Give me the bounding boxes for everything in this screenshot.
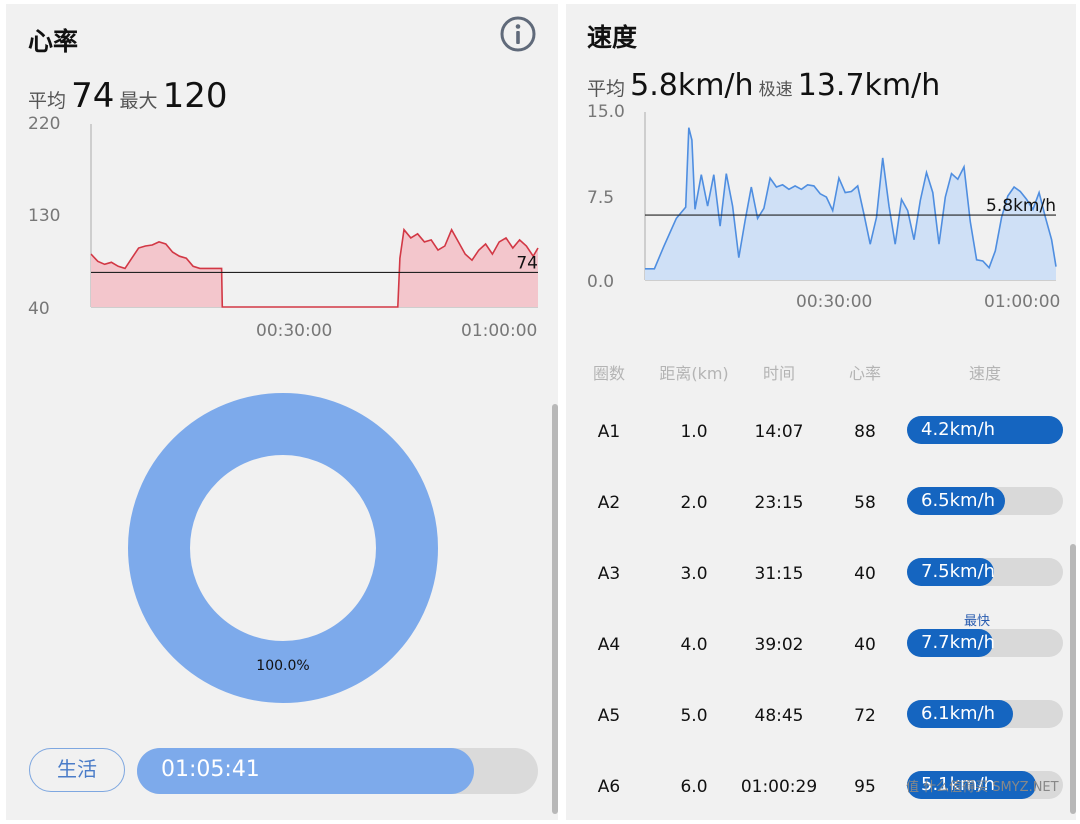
col-header-lap: 圈数 xyxy=(592,364,625,383)
average-label: 5.8km/h xyxy=(986,196,1056,216)
distance-cell: 4.0 xyxy=(680,635,708,655)
time-cell: 14:07 xyxy=(754,422,804,442)
distance-cell: 2.0 xyxy=(680,493,708,513)
speed-bar-label: 7.5km/h xyxy=(921,561,996,582)
watermark: 值 什么值得买 SMYZ.NET xyxy=(906,780,1059,795)
heart-rate-chart: 74 xyxy=(90,124,539,308)
lap-cell: A3 xyxy=(597,564,621,584)
distance-cell: 3.0 xyxy=(680,564,708,584)
lap-cell: A1 xyxy=(597,422,621,442)
heart-rate-cell: 58 xyxy=(854,493,876,513)
hr-ytick: 220 xyxy=(28,114,61,134)
col-header-distance: 距离(km) xyxy=(659,364,729,383)
hr-ytick: 40 xyxy=(28,299,50,319)
hr-ytick: 130 xyxy=(28,206,61,226)
speed-bar-label: 5.1km/h xyxy=(921,774,996,795)
time-cell: 39:02 xyxy=(754,635,804,655)
max-heart-rate: 120 xyxy=(162,76,228,116)
speed-bar-fill xyxy=(907,771,1036,799)
speed-bar-fill xyxy=(907,558,994,586)
left-scrollbar[interactable] xyxy=(552,404,558,814)
distance-cell: 6.0 xyxy=(680,777,708,797)
max-speed-label: 极速 xyxy=(758,80,793,100)
zone-donut-chart: 100.0% xyxy=(128,393,438,703)
table-row[interactable]: A5 5.0 48:45 72 6.1km/h xyxy=(566,698,1076,738)
heart-rate-cell: 40 xyxy=(854,564,876,584)
table-row[interactable]: A3 3.0 31:15 40 7.5km/h xyxy=(566,556,1076,596)
avg-speed-label: 平均 xyxy=(587,78,626,100)
col-header-speed: 速度 xyxy=(968,364,1001,383)
speed-title: 速度 xyxy=(587,23,638,52)
speed-ytick: 0.0 xyxy=(587,272,615,292)
lap-cell: A5 xyxy=(597,706,621,726)
series-area xyxy=(645,127,1056,280)
series-line xyxy=(645,127,1057,270)
speed-bar-fill xyxy=(907,700,1013,728)
avg-speed: 5.8km/h xyxy=(630,68,754,103)
speed-xtick: 01:00:00 xyxy=(984,292,1061,312)
series-line xyxy=(90,227,539,308)
duration-bar-fill xyxy=(137,748,474,794)
speed-bar-fill xyxy=(907,487,1005,515)
speed-bar: 6.1km/h xyxy=(907,700,1063,728)
heart-rate-cell: 72 xyxy=(854,706,876,726)
table-row[interactable]: A2 2.0 23:15 58 6.5km/h xyxy=(566,485,1076,525)
hr-xtick: 01:00:00 xyxy=(461,321,538,341)
heart-rate-panel: 心率 平均 74 最大 120 220 130 40 74 00:30:00 0… xyxy=(6,4,558,820)
speed-bar-label: 4.2km/h xyxy=(921,419,996,440)
speed-bar: 6.5km/h xyxy=(907,487,1063,515)
speed-bar: 7.5km/h xyxy=(907,558,1063,586)
hr-xtick: 00:30:00 xyxy=(256,321,333,341)
lap-cell: A6 xyxy=(597,777,621,797)
table-row[interactable]: A4 4.0 39:02 40 7.7km/h xyxy=(566,627,1076,667)
average-label: 74 xyxy=(516,253,538,273)
distance-cell: 1.0 xyxy=(680,422,708,442)
table-row[interactable]: A6 6.0 01:00:29 95 5.1km/h xyxy=(566,769,1076,809)
speed-xtick: 00:30:00 xyxy=(796,292,873,312)
time-cell: 31:15 xyxy=(754,564,804,584)
donut-percent-label: 100.0% xyxy=(256,658,309,674)
speed-stats: 平均 5.8km/h 极速 13.7km/h xyxy=(587,68,940,103)
distance-cell: 5.0 xyxy=(680,706,708,726)
heart-rate-cell: 88 xyxy=(854,422,876,442)
heart-rate-stats: 平均 74 最大 120 xyxy=(28,76,227,116)
speed-bar-fill xyxy=(907,629,993,657)
heart-rate-cell: 40 xyxy=(854,635,876,655)
heart-rate-cell: 95 xyxy=(854,777,876,797)
speed-ytick: 15.0 xyxy=(587,102,625,122)
donut-ring xyxy=(128,393,438,703)
speed-panel: 速度 平均 5.8km/h 极速 13.7km/h 15.0 7.5 0.0 5… xyxy=(566,4,1076,820)
table-row[interactable]: A1 1.0 14:07 88 4.2km/h xyxy=(566,414,1076,454)
time-cell: 01:00:29 xyxy=(740,777,818,797)
speed-ytick: 7.5 xyxy=(587,188,615,208)
activity-type-button[interactable]: 生活 xyxy=(29,748,125,792)
max-speed: 13.7km/h xyxy=(797,68,941,103)
speed-bar-label: 6.5km/h xyxy=(921,490,996,511)
col-header-time: 时间 xyxy=(762,364,795,383)
speed-bar: 7.7km/h xyxy=(907,629,1063,657)
heart-rate-title: 心率 xyxy=(28,27,79,56)
duration-bar: 01:05:41 xyxy=(137,748,538,794)
speed-bar: 5.1km/h xyxy=(907,771,1063,799)
time-cell: 23:15 xyxy=(754,493,804,513)
duration-value: 01:05:41 xyxy=(161,757,260,782)
avg-heart-rate: 74 xyxy=(71,76,115,116)
time-cell: 48:45 xyxy=(754,706,804,726)
speed-chart: 5.8km/h xyxy=(644,112,1057,281)
speed-bar: 4.2km/h xyxy=(907,416,1063,444)
speed-bar-label: 7.7km/h xyxy=(921,632,996,653)
col-header-heart-rate: 心率 xyxy=(848,364,881,383)
series-area xyxy=(91,229,538,307)
right-scrollbar[interactable] xyxy=(1070,544,1076,814)
avg-label: 平均 xyxy=(28,90,67,112)
speed-bar-label: 6.1km/h xyxy=(921,703,996,724)
lap-cell: A4 xyxy=(597,635,621,655)
info-icon[interactable] xyxy=(500,16,536,52)
max-label: 最大 xyxy=(119,90,158,112)
lap-cell: A2 xyxy=(597,493,621,513)
fastest-label: 最快 xyxy=(964,614,991,629)
speed-bar-fill xyxy=(907,416,1063,444)
